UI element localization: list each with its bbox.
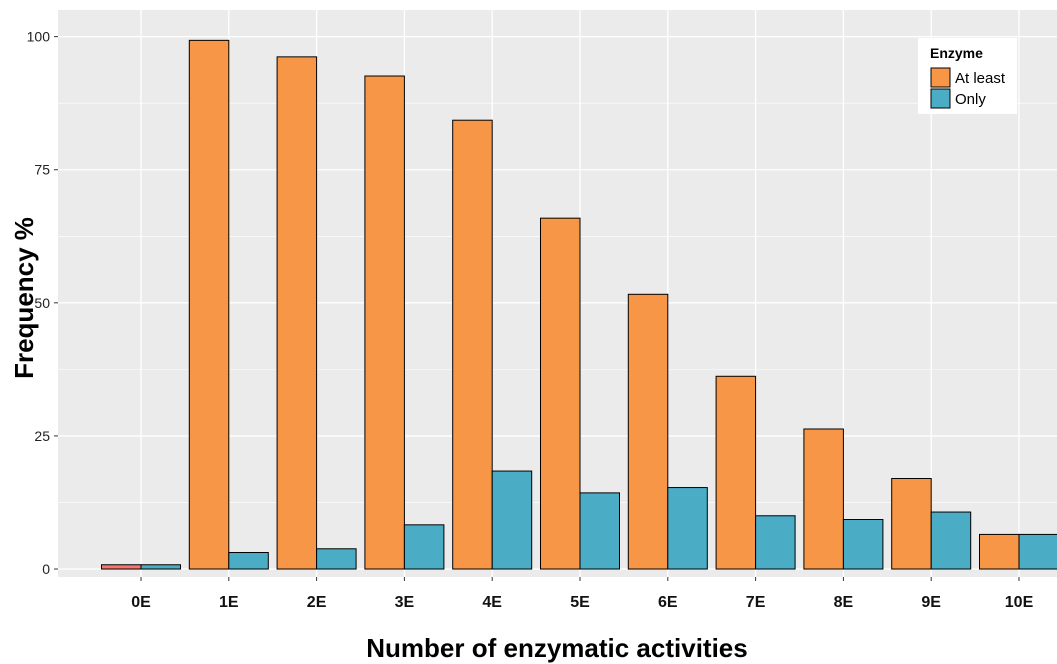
x-tick-label: 6E: [658, 594, 678, 611]
bar-at-least-1E: [188, 39, 230, 570]
x-tick-label: 5E: [570, 594, 590, 611]
x-axis-title: Number of enzymatic activities: [366, 633, 747, 663]
bar-at-least-6E: [627, 293, 669, 570]
bar-only-10E: [1018, 533, 1057, 570]
x-tick-label: 2E: [307, 594, 327, 611]
bar-only-2E: [316, 548, 357, 570]
bar-at-least-0E: [101, 564, 142, 570]
bar-only-4E: [491, 470, 533, 570]
x-tick-label: 1E: [219, 594, 239, 611]
bar-only-3E: [403, 524, 445, 570]
legend-swatch-only: [930, 88, 951, 109]
bar-at-least-7E: [715, 375, 757, 570]
legend: Enzyme At least Only: [918, 38, 1017, 114]
x-tick-label: 7E: [746, 594, 766, 611]
bar-at-least-10E: [979, 533, 1020, 570]
bar-only-5E: [579, 492, 620, 570]
bar-at-least-2E: [276, 56, 318, 570]
y-tick-label: 0: [42, 561, 50, 577]
bar-at-least-3E: [364, 75, 405, 570]
legend-label-only: Only: [955, 91, 986, 108]
bar-at-least-8E: [803, 428, 844, 570]
y-tick-label: 75: [34, 162, 50, 178]
y-tick-label: 50: [34, 295, 50, 311]
y-axis-ticks: 0 25 50 75 100: [27, 29, 58, 577]
x-tick-label: 9E: [921, 594, 941, 611]
x-tick-label: 4E: [482, 594, 502, 611]
bar-only-7E: [755, 515, 796, 570]
bar-only-8E: [842, 519, 884, 570]
bar-at-least-5E: [540, 217, 581, 570]
legend-label-at-least: At least: [955, 70, 1006, 87]
bar-only-9E: [930, 511, 972, 570]
legend-title: Enzyme: [930, 45, 983, 61]
x-tick-label: 3E: [395, 594, 415, 611]
bar-only-1E: [228, 552, 269, 570]
x-tick-label: 0E: [131, 594, 151, 611]
legend-swatch-at-least: [930, 67, 951, 88]
bar-at-least-9E: [891, 478, 932, 570]
bar-only-6E: [667, 487, 708, 570]
bar-only-0E: [140, 564, 181, 570]
y-tick-label: 25: [34, 428, 50, 444]
bars: [101, 39, 1057, 570]
x-tick-label: 10E: [1005, 594, 1034, 611]
y-tick-label: 100: [27, 29, 51, 45]
bar-at-least-4E: [452, 119, 493, 570]
y-axis-title: Frequency %: [9, 217, 39, 379]
x-tick-label: 8E: [834, 594, 854, 611]
x-axis-ticks: 0E 1E 2E 3E 4E 5E 6E 7E 8E 9E 10E: [131, 577, 1034, 611]
